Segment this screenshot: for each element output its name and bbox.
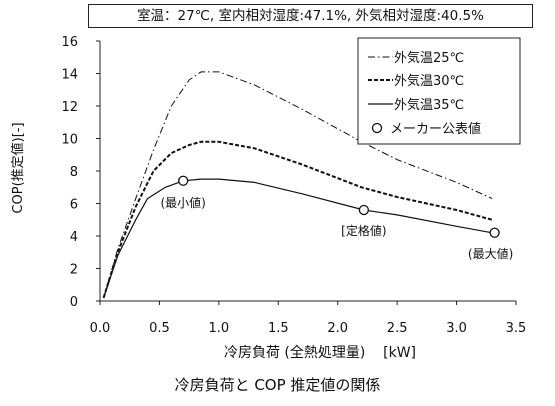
legend-label-3: 外気温35℃ (394, 97, 464, 113)
legend-label-2: 外気温30℃ (394, 73, 464, 89)
x-tick-label: 2.0 (327, 321, 348, 336)
series-line-3 (103, 178, 493, 298)
marker-point (358, 204, 370, 216)
x-tick-label: 1.5 (268, 321, 289, 336)
marker-layer: (最小値) [定格値) (最大値) (161, 175, 513, 261)
x-tick-label: 0.5 (149, 321, 170, 336)
series-line-2 (102, 140, 493, 299)
y-axis-ticks: 0 2 4 6 8 10 12 14 16 (61, 35, 100, 310)
marker-label: (最小値) (161, 195, 206, 210)
y-tick-label: 2 (70, 263, 78, 278)
marker-point (489, 227, 500, 238)
y-axis-label: COP(推定値)[-] (10, 122, 26, 213)
y-tick-label: 12 (61, 100, 78, 115)
y-tick-label: 4 (70, 230, 78, 245)
figure-caption: 冷房負荷と COP 推定値の関係 (174, 376, 381, 394)
legend-label-markers: メーカー公表値 (390, 121, 481, 137)
legend-box (357, 37, 521, 145)
y-tick-label: 8 (70, 165, 78, 180)
series-line-1 (103, 71, 493, 298)
legend-marker-swatch (371, 122, 383, 134)
marker-point (178, 175, 189, 186)
x-tick-label: 0.0 (90, 321, 111, 336)
y-tick-label: 6 (70, 198, 78, 213)
y-tick-label: 0 (70, 295, 78, 310)
x-tick-label: 3.5 (506, 321, 527, 336)
legend: 外気温25℃ 外気温30℃ 外気温35℃ メーカー公表値 (357, 37, 521, 145)
marker-label: (最大値) (468, 246, 513, 261)
series-layer (102, 71, 493, 299)
marker-label: [定格値) (341, 223, 386, 238)
x-tick-label: 1.0 (209, 321, 230, 336)
x-tick-label: 3.0 (446, 321, 467, 336)
x-tick-label: 2.5 (387, 321, 408, 336)
condition-label: 室温：27℃, 室内相対湿度:47.1%, 外気相対湿度:40.5% (88, 4, 533, 28)
x-axis-ticks: 0.0 0.5 1.0 1.5 2.0 2.5 3.0 3.5 (90, 301, 527, 336)
y-tick-label: 10 (61, 133, 78, 148)
x-axis-label: 冷房負荷 (全熱処理量) [kW] (224, 344, 416, 361)
y-tick-label: 16 (61, 35, 78, 50)
legend-label-1: 外気温25℃ (394, 50, 464, 66)
y-tick-label: 14 (61, 68, 78, 83)
